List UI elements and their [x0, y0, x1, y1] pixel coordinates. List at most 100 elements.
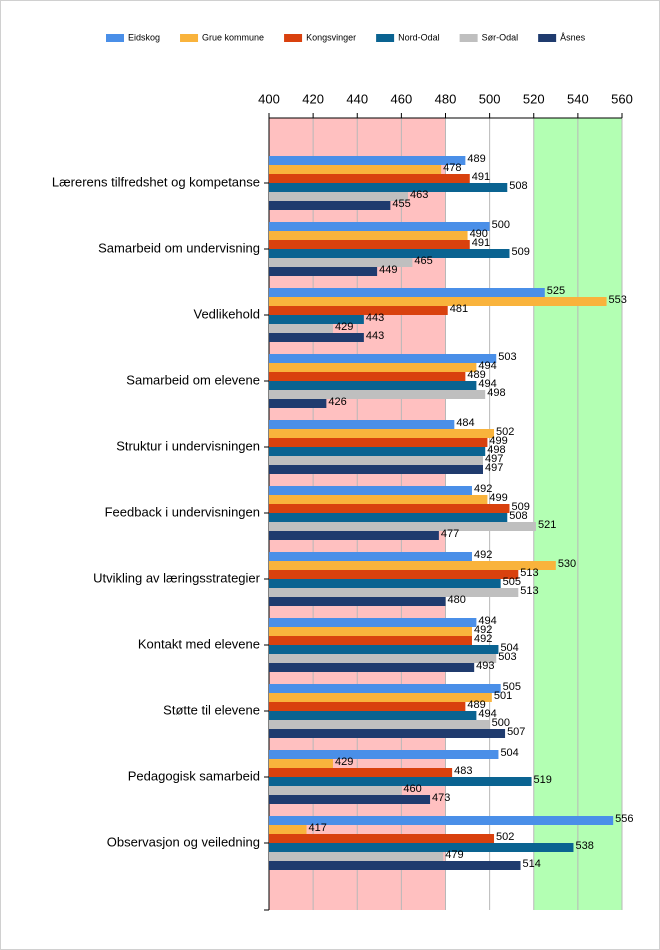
bar — [269, 495, 488, 504]
bar — [269, 165, 442, 174]
value-label: 493 — [476, 660, 494, 672]
y-tick-label: Pedagogisk samarbeid — [128, 768, 260, 783]
bar — [269, 636, 472, 645]
bar — [269, 663, 475, 672]
bar — [269, 297, 607, 306]
value-label: 508 — [509, 180, 527, 192]
legend-swatch — [284, 34, 303, 42]
legend-label: Sør-Odal — [482, 32, 519, 42]
value-label: 530 — [558, 558, 576, 570]
bar — [269, 618, 477, 627]
legend-swatch — [538, 34, 557, 42]
bar — [269, 570, 519, 579]
value-label: 483 — [454, 765, 472, 777]
x-tick-label: 540 — [567, 91, 589, 106]
legend-swatch — [376, 34, 395, 42]
value-label: 481 — [450, 303, 468, 315]
value-label: 429 — [335, 756, 353, 768]
bar — [269, 231, 468, 240]
bar — [269, 324, 333, 333]
y-tick-label: Lærerens tilfredshet og kompetanse — [52, 174, 260, 189]
value-label: 484 — [456, 417, 474, 429]
bar — [269, 768, 453, 777]
bar — [269, 456, 484, 465]
y-tick-label: Kontakt med elevene — [138, 636, 260, 651]
value-label: 479 — [445, 849, 463, 861]
x-tick-label: 440 — [346, 91, 368, 106]
x-tick-label: 460 — [391, 91, 413, 106]
bar — [269, 420, 455, 429]
x-tick-label: 500 — [479, 91, 501, 106]
value-label: 455 — [392, 198, 410, 210]
value-label: 480 — [448, 594, 466, 606]
y-tick-label: Støtte til elevene — [163, 702, 260, 717]
bar — [269, 333, 364, 342]
value-label: 525 — [547, 285, 565, 297]
value-label: 478 — [443, 162, 461, 174]
bar — [269, 552, 472, 561]
value-label: 503 — [498, 351, 516, 363]
value-label: 489 — [467, 369, 485, 381]
y-tick-label: Feedback i undervisningen — [105, 504, 260, 519]
y-tick-label: Samarbeid om undervisning — [98, 240, 260, 255]
value-label: 513 — [520, 585, 538, 597]
value-label: 492 — [474, 483, 492, 495]
value-label: 538 — [575, 840, 593, 852]
value-label: 463 — [410, 189, 428, 201]
value-label: 426 — [328, 396, 346, 408]
legend-label: Kongsvinger — [306, 32, 356, 42]
legend-swatch — [180, 34, 199, 42]
bar — [269, 750, 499, 759]
value-label: 497 — [485, 462, 503, 474]
value-label: 500 — [492, 717, 510, 729]
value-label: 508 — [509, 510, 527, 522]
bar — [269, 702, 466, 711]
x-tick-label: 400 — [258, 91, 280, 106]
bar — [269, 513, 508, 522]
bar — [269, 381, 477, 390]
bar — [269, 729, 506, 738]
bar — [269, 711, 477, 720]
bar — [269, 372, 466, 381]
bar — [269, 561, 556, 570]
value-label: 491 — [472, 171, 490, 183]
bar — [269, 447, 486, 456]
value-label: 509 — [511, 501, 529, 513]
bar — [269, 222, 490, 231]
value-label: 449 — [379, 264, 397, 276]
bar — [269, 465, 484, 474]
value-label: 492 — [474, 549, 492, 561]
bar — [269, 486, 472, 495]
bar — [269, 438, 488, 447]
y-tick-label: Observasjon og veiledning — [107, 834, 260, 849]
value-label: 477 — [441, 528, 459, 540]
value-label: 553 — [609, 294, 627, 306]
bar — [269, 777, 532, 786]
legend-swatch — [459, 34, 478, 42]
legend-swatch — [106, 34, 124, 42]
bar — [269, 645, 499, 654]
value-label: 460 — [403, 783, 421, 795]
bar — [269, 174, 470, 183]
bar — [269, 156, 466, 165]
value-label: 502 — [496, 426, 514, 438]
bar — [269, 390, 486, 399]
bar — [269, 201, 391, 210]
value-label: 499 — [489, 435, 507, 447]
value-label: 429 — [335, 321, 353, 333]
value-label: 519 — [534, 774, 552, 786]
y-tick-label: Vedlikehold — [194, 306, 261, 321]
bar — [269, 786, 402, 795]
bar — [269, 429, 495, 438]
bar — [269, 834, 495, 843]
bar — [269, 693, 492, 702]
value-label: 498 — [487, 387, 505, 399]
value-label: 497 — [485, 453, 503, 465]
value-label: 494 — [478, 378, 496, 390]
legend-label: Grue kommune — [202, 32, 264, 42]
bar — [269, 654, 497, 663]
bar — [269, 861, 521, 870]
value-label: 500 — [492, 219, 510, 231]
bar — [269, 684, 501, 693]
